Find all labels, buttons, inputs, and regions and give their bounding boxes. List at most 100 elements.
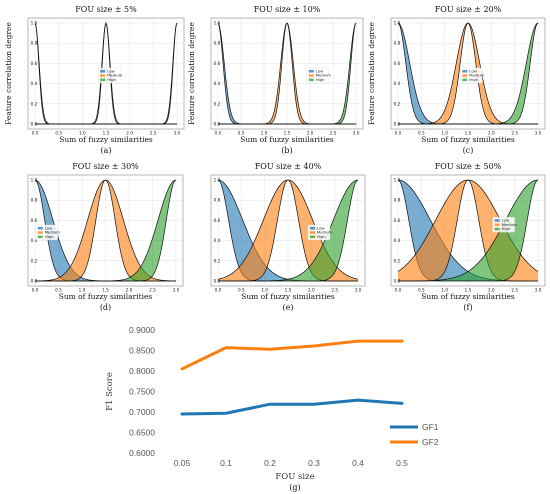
y-tick-label: 0.0	[214, 278, 221, 283]
x-tick-label: 1.0	[261, 288, 268, 293]
x-tick-label: 0.0	[215, 288, 222, 293]
x-tick-label: 2.5	[330, 131, 337, 136]
legend-swatch-low	[100, 69, 106, 73]
y-tick-label: 0.6	[214, 61, 221, 66]
panel-title: FOU size ± 30%	[72, 162, 139, 171]
x-tick-label: 0.05	[174, 458, 191, 468]
y-tick-label: 1.0	[214, 178, 221, 183]
x-axis-label: Sum of fuzzy similarities	[421, 292, 515, 301]
legend-swatch-medium	[310, 231, 316, 234]
legend-label-low: Low	[469, 68, 476, 73]
legend-swatch-high	[308, 78, 314, 82]
x-tick-label: 2.5	[150, 131, 157, 136]
panel-title: FOU size ± 40%	[255, 162, 322, 171]
legend-label-medium: Medium	[316, 73, 331, 78]
lower-curve-high	[218, 179, 359, 282]
panel-3: 0.0 0.5 1.0 1.5 2.0 2.5 3.0 0.0 0.2 0.4 0.6 0.8 1.0 L…	[367, 5, 546, 155]
panel-caption: (a)	[100, 146, 111, 155]
x-axis-label: Sum of fuzzy similarities	[59, 292, 153, 301]
lower-curve-high	[398, 22, 539, 125]
legend-label-low: Low	[107, 68, 114, 73]
y-tick-label: 0.6000	[129, 448, 155, 458]
x-tick-label: 0.5	[238, 288, 245, 293]
x-tick-label: 2.0	[307, 131, 314, 136]
x-tick-label: 1.5	[102, 288, 109, 293]
x-tick-label: 0.5	[55, 131, 62, 136]
band-high	[398, 180, 538, 281]
panel-caption: (f)	[463, 303, 472, 312]
y-tick-label: 0.0	[214, 121, 221, 126]
y-tick-label: 0.8	[394, 41, 401, 46]
x-tick-label: 0.5	[418, 288, 425, 293]
y-tick-label: 0.0	[394, 121, 401, 126]
y-tick-label: 1.0	[31, 178, 38, 183]
legend-label-medium: Medium	[317, 230, 332, 235]
x-tick-label: 0.4	[352, 458, 364, 468]
x-tick-label: 0.0	[32, 288, 39, 293]
y-tick-label: 0.7500	[129, 387, 155, 397]
y-tick-label: 0.8	[31, 198, 38, 203]
lower-curve-high	[398, 179, 539, 282]
panel-caption: (c)	[463, 146, 474, 155]
x-tick-label: 1.0	[79, 131, 86, 136]
y-tick-label: 0.8500	[129, 346, 155, 356]
x-tick-label: 1.5	[465, 131, 472, 136]
panel-title: FOU size ± 20%	[435, 5, 502, 14]
panel-title: FOU size ± 50%	[435, 162, 502, 171]
y-tick-label: 1.0	[394, 178, 401, 183]
y-tick-label: 0.2	[394, 258, 401, 263]
x-tick-label: 0.0	[395, 288, 402, 293]
legend-label-low: Low	[317, 225, 324, 230]
x-axis-label: Sum of fuzzy similarities	[59, 135, 153, 144]
legend-label-medium: Medium	[469, 73, 484, 78]
y-tick-label: 0.2	[31, 258, 38, 263]
y-tick-label: 0.0	[31, 278, 38, 283]
legend-swatch-medium	[308, 74, 314, 77]
legend-swatch-low	[310, 226, 316, 230]
x-tick-label: 0.5	[238, 131, 245, 136]
legend-swatch-low	[37, 226, 43, 230]
y-tick-label: 0.6	[394, 218, 401, 223]
legend-label-high: High	[45, 234, 54, 239]
legend-label-low: Low	[502, 218, 509, 223]
panel-title: FOU size ± 10%	[254, 5, 321, 14]
x-axis-label: Sum of fuzzy similarities	[421, 135, 515, 144]
x-tick-label: 1.0	[79, 288, 86, 293]
y-tick-label: 0.8	[394, 198, 401, 203]
legend-label-low: Low	[316, 68, 323, 73]
x-tick-label: 1.0	[261, 131, 268, 136]
lower-curve-high	[217, 22, 357, 125]
legend-swatch-low	[308, 69, 314, 73]
panel-6: 0.0 0.5 1.0 1.5 2.0 2.5 3.0 0.0 0.2 0.4 0.6 0.8 1.0 L…	[390, 162, 546, 312]
panel-caption: (e)	[283, 303, 294, 312]
panel-caption: (g)	[289, 483, 300, 492]
x-tick-label: 3.0	[535, 288, 542, 293]
legend-swatch-high	[100, 78, 106, 82]
y-axis-label: F1 Score	[105, 372, 115, 411]
x-tick-label: 3.0	[535, 131, 542, 136]
legend-label-high: High	[316, 77, 325, 82]
series-line-gf1	[180, 398, 404, 416]
x-tick-label: 3.0	[353, 131, 360, 136]
x-tick-label: 1.5	[103, 131, 110, 136]
x-tick-label: 2.0	[488, 131, 495, 136]
y-tick-label: 0.9000	[129, 325, 155, 335]
series-line-gf2	[180, 339, 404, 371]
y-tick-label: 0.8	[31, 41, 38, 46]
legend-swatch-medium	[462, 74, 468, 77]
lower-curve-high	[35, 22, 178, 125]
x-tick-label: 0.0	[215, 131, 222, 136]
y-tick-label: 0.4	[214, 81, 221, 86]
panel-caption: (d)	[100, 303, 111, 312]
legend-swatch-medium	[494, 223, 500, 227]
x-tick-label: 0.2	[264, 458, 276, 468]
y-tick-label: 0.8000	[129, 366, 155, 376]
legend-label-high: High	[469, 77, 478, 82]
legend-swatch-high	[494, 227, 500, 231]
x-tick-label: 2.5	[511, 288, 518, 293]
y-tick-label: 1.0	[214, 21, 221, 26]
x-axis-label: FOU size	[275, 472, 314, 482]
y-tick-label: 0.4	[394, 81, 401, 86]
y-tick-label: 0.2	[31, 101, 38, 106]
x-axis-label: Sum of fuzzy similarities	[241, 292, 335, 301]
